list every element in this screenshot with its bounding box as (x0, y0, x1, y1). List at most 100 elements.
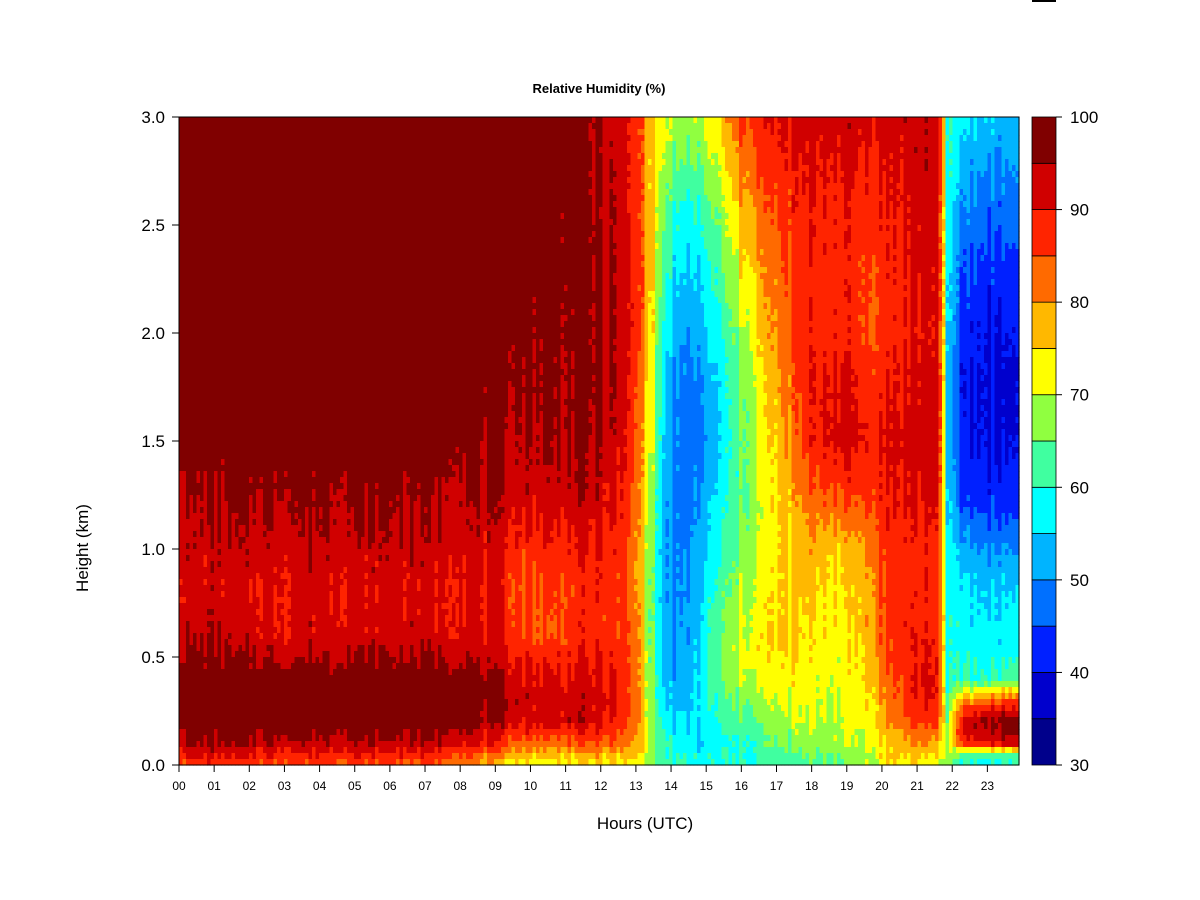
heatmap-cell (197, 285, 201, 292)
heatmap-cell (323, 429, 327, 436)
heatmap-cell (263, 669, 267, 676)
heatmap-cell (190, 207, 194, 214)
heatmap-cell (260, 195, 264, 202)
heatmap-cell (200, 459, 204, 466)
heatmap-cell (309, 477, 313, 484)
heatmap-cell (246, 363, 250, 370)
heatmap-cell (221, 717, 225, 724)
heatmap-cell (337, 147, 341, 154)
heatmap-cell (284, 663, 288, 670)
heatmap-cell (298, 327, 302, 334)
heatmap-cell (211, 693, 215, 700)
heatmap-cell (295, 339, 299, 346)
heatmap-cell (193, 315, 197, 322)
heatmap-cell (337, 339, 341, 346)
heatmap-cell (214, 411, 218, 418)
heatmap-cell (319, 357, 323, 364)
heatmap-cell (319, 549, 323, 556)
heatmap-cell (211, 537, 215, 544)
heatmap-cell (225, 585, 229, 592)
heatmap-cell (253, 165, 257, 172)
heatmap-cell (232, 387, 236, 394)
heatmap-cell (193, 681, 197, 688)
heatmap-cell (207, 255, 211, 262)
heatmap-cell (284, 315, 288, 322)
heatmap-cell (235, 603, 239, 610)
heatmap-cell (246, 171, 250, 178)
heatmap-cell (235, 507, 239, 514)
heatmap-cell (263, 489, 267, 496)
heatmap-cell (267, 543, 271, 550)
heatmap-cell (277, 747, 281, 754)
heatmap-cell (312, 267, 316, 274)
heatmap-cell (249, 645, 253, 652)
heatmap-cell (326, 699, 330, 706)
heatmap-cell (337, 753, 341, 760)
heatmap-cell (288, 561, 292, 568)
heatmap-cell (284, 537, 288, 544)
heatmap-cell (316, 369, 320, 376)
heatmap-cell (197, 171, 201, 178)
heatmap-cell (312, 309, 316, 316)
heatmap-cell (211, 231, 215, 238)
heatmap-cell (256, 615, 260, 622)
heatmap-cell (190, 531, 194, 538)
heatmap-cell (298, 567, 302, 574)
heatmap-cell (316, 675, 320, 682)
heatmap-cell (256, 165, 260, 172)
heatmap-cell (274, 579, 278, 586)
heatmap-cell (190, 177, 194, 184)
heatmap-cell (284, 579, 288, 586)
heatmap-cell (179, 639, 183, 646)
heatmap-cell (316, 753, 320, 760)
heatmap-cell (239, 123, 243, 130)
heatmap-cell (253, 645, 257, 652)
heatmap-cell (267, 141, 271, 148)
heatmap-cell (316, 471, 320, 478)
heatmap-cell (228, 207, 232, 214)
heatmap-cell (190, 309, 194, 316)
heatmap-cell (295, 249, 299, 256)
heatmap-cell (211, 279, 215, 286)
heatmap-cell (333, 549, 337, 556)
heatmap-cell (190, 375, 194, 382)
heatmap-cell (239, 717, 243, 724)
heatmap-cell (302, 387, 306, 394)
heatmap-cell (183, 441, 187, 448)
heatmap-cell (232, 561, 236, 568)
heatmap-cell (235, 729, 239, 736)
heatmap-cell (260, 267, 264, 274)
heatmap-cell (340, 165, 344, 172)
heatmap-cell (288, 123, 292, 130)
heatmap-cell (312, 321, 316, 328)
heatmap-cell (277, 123, 281, 130)
heatmap-cell (333, 255, 337, 262)
heatmap-cell (242, 375, 246, 382)
heatmap-cell (274, 375, 278, 382)
heatmap-cell (253, 585, 257, 592)
heatmap-cell (260, 123, 264, 130)
heatmap-cell (221, 483, 225, 490)
heatmap-cell (263, 303, 267, 310)
heatmap-cell (326, 303, 330, 310)
heatmap-cell (312, 645, 316, 652)
heatmap-cell (218, 231, 222, 238)
heatmap-cell (267, 195, 271, 202)
heatmap-cell (207, 585, 211, 592)
heatmap-cell (312, 633, 316, 640)
heatmap-cell (232, 279, 236, 286)
heatmap-cell (263, 117, 267, 124)
heatmap-cell (326, 123, 330, 130)
heatmap-cell (207, 243, 211, 250)
heatmap-cell (190, 321, 194, 328)
heatmap-cell (256, 423, 260, 430)
heatmap-cell (312, 243, 316, 250)
heatmap-cell (326, 441, 330, 448)
heatmap-cell (200, 741, 204, 748)
heatmap-cell (179, 609, 183, 616)
heatmap-cell (316, 393, 320, 400)
heatmap-cell (316, 249, 320, 256)
heatmap-cell (274, 219, 278, 226)
heatmap-cell (277, 687, 281, 694)
heatmap-cell (207, 327, 211, 334)
